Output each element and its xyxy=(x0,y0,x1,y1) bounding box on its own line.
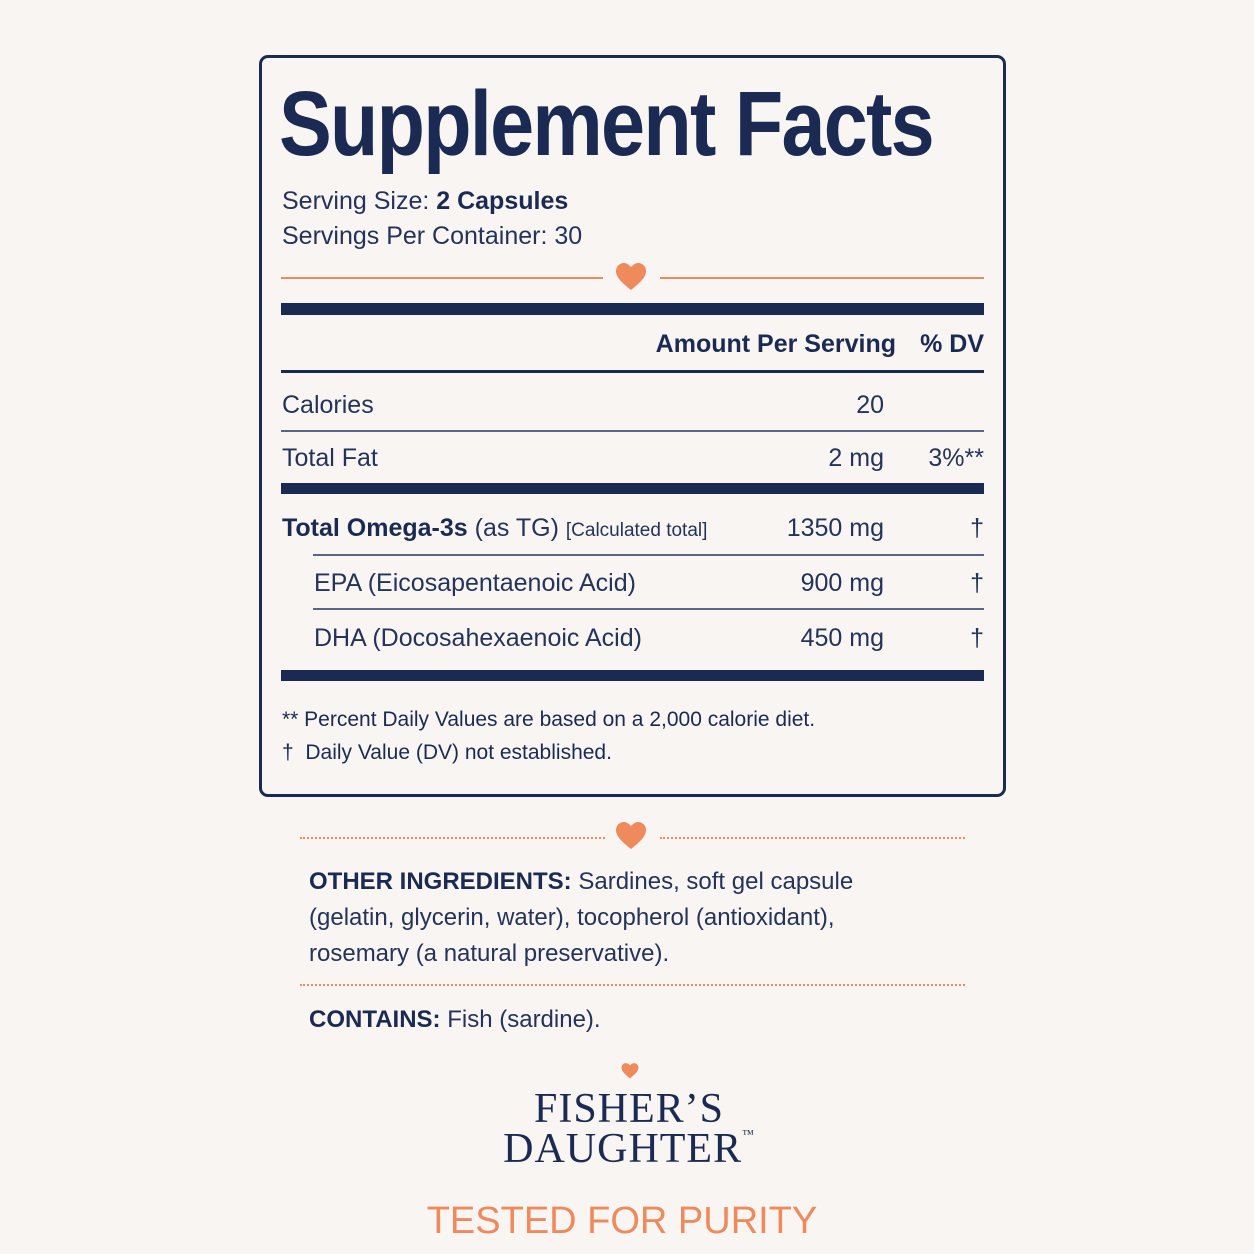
brand-name: DAUGHTER xyxy=(503,1126,743,1172)
tagline: TESTED FOR PURITY xyxy=(426,1200,818,1242)
row-dv: † xyxy=(970,514,984,542)
row-dv: † xyxy=(970,624,984,652)
dv-header: % DV xyxy=(920,330,984,358)
dotted-divider xyxy=(660,837,965,839)
other-ingredients-text: Sardines, soft gel capsule (gelatin, gly… xyxy=(309,868,854,967)
rule xyxy=(281,430,984,432)
rule xyxy=(313,608,984,610)
contains: CONTAINS: Fish (sardine). xyxy=(309,1008,601,1032)
thick-rule xyxy=(281,303,984,315)
heart-icon xyxy=(616,263,646,290)
brand-line: DAUGHTER™ xyxy=(0,1128,1254,1170)
title: Supplement Facts xyxy=(279,73,935,175)
contains-label: CONTAINS: xyxy=(309,1006,441,1033)
dotted-divider xyxy=(300,984,965,986)
servings-label: Servings Per Container: xyxy=(282,222,548,250)
trademark: ™ xyxy=(742,1127,755,1141)
amount-header: Amount Per Serving xyxy=(655,330,896,358)
row-name: Total Fat xyxy=(282,444,378,472)
row-note: [Calculated total] xyxy=(565,520,708,541)
rule xyxy=(313,554,984,556)
serving-size: Serving Size: 2 Capsules xyxy=(282,189,568,214)
row-amount: 20 xyxy=(856,391,884,419)
serving-size-value: 2 Capsules xyxy=(436,187,569,215)
dotted-divider xyxy=(300,837,605,839)
row-dv: 3%** xyxy=(928,444,984,472)
contains-text: Fish (sardine). xyxy=(447,1006,601,1033)
row-amount: 900 mg xyxy=(800,569,884,597)
facts-panel xyxy=(259,55,1006,797)
row-amount: 450 mg xyxy=(800,624,884,652)
other-ingredients: OTHER INGREDIENTS: Sardines, soft gel ca… xyxy=(309,864,884,972)
row-qualifier: (as TG) xyxy=(474,514,559,542)
footnote: ** Percent Daily Values are based on a 2… xyxy=(282,708,816,731)
thick-rule xyxy=(281,670,984,681)
row-dv: † xyxy=(970,569,984,597)
serving-size-label: Serving Size: xyxy=(282,187,430,215)
row-amount: 1350 mg xyxy=(786,514,884,542)
row-name: EPA (Eicosapentaenoic Acid) xyxy=(314,569,636,597)
row-name-group: Total Omega-3s (as TG) [Calculated total… xyxy=(282,516,707,541)
thick-rule xyxy=(281,483,984,494)
divider xyxy=(660,277,984,279)
servings-value: 30 xyxy=(554,222,583,250)
servings-per-container: Servings Per Container: 30 xyxy=(282,224,582,249)
brand-line: FISHER’S xyxy=(533,1086,725,1132)
row-name: Calories xyxy=(282,391,374,419)
heart-icon xyxy=(621,1063,639,1079)
divider xyxy=(281,277,603,279)
row-name: Total Omega-3s xyxy=(282,514,468,542)
heart-icon xyxy=(616,822,646,849)
rule xyxy=(281,370,984,373)
row-name: DHA (Docosahexaenoic Acid) xyxy=(314,624,642,652)
footnote: † Daily Value (DV) not established. xyxy=(282,741,612,764)
other-ingredients-label: OTHER INGREDIENTS: xyxy=(309,868,572,895)
row-amount: 2 mg xyxy=(828,444,884,472)
